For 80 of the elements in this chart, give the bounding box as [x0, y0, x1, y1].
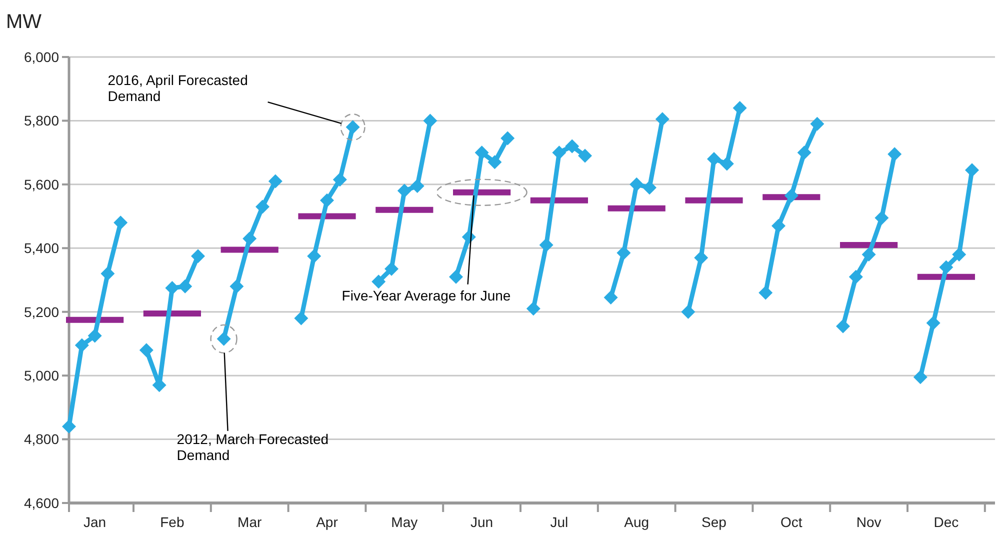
y-tick-label: 5,400 — [24, 240, 60, 256]
point — [565, 139, 580, 154]
y-tick-label: 4,600 — [24, 494, 60, 511]
point — [707, 152, 721, 166]
point — [139, 343, 154, 358]
point — [965, 163, 979, 178]
point — [88, 328, 102, 343]
point — [488, 155, 502, 170]
point — [952, 248, 966, 262]
point — [720, 156, 734, 171]
point — [500, 131, 515, 146]
point — [74, 338, 89, 352]
point — [423, 114, 438, 128]
point — [681, 304, 696, 319]
point — [62, 420, 76, 434]
point — [862, 248, 876, 262]
point — [372, 274, 386, 289]
x-tick-label: Sep — [702, 514, 727, 530]
point — [616, 246, 631, 260]
point — [772, 218, 786, 233]
x-tick-label: Mar — [238, 514, 262, 530]
point — [384, 262, 398, 276]
point — [268, 174, 282, 188]
point — [178, 279, 192, 294]
point — [100, 266, 115, 281]
x-tick-label: Jan — [84, 514, 106, 530]
point — [114, 216, 128, 230]
annotation: 2016, April Forecasted Demand — [108, 72, 248, 104]
point — [642, 180, 656, 195]
point — [539, 238, 554, 252]
x-tick-label: Jul — [550, 514, 568, 530]
point — [449, 270, 463, 284]
y-tick-label: 5,200 — [24, 304, 60, 320]
point — [332, 172, 347, 187]
point — [926, 316, 940, 330]
point — [578, 148, 592, 163]
x-tick-label: May — [391, 514, 418, 530]
point — [294, 311, 308, 326]
point — [939, 260, 954, 274]
point — [758, 286, 773, 300]
x-tick-label: Apr — [316, 514, 338, 530]
y-tick-label: 6,000 — [24, 48, 60, 65]
point — [810, 116, 824, 131]
x-tick-label: Nov — [856, 514, 882, 530]
y-tick-label: 5,000 — [24, 367, 60, 384]
annotation: Five-Year Average for June — [342, 287, 511, 304]
x-tick-label: Dec — [934, 514, 959, 530]
point — [191, 249, 205, 264]
point — [410, 179, 424, 194]
x-tick-label: Aug — [624, 514, 650, 530]
point — [242, 232, 257, 246]
annotation: 2012, March Forecasted Demand — [176, 430, 329, 463]
point — [913, 370, 928, 384]
point — [888, 147, 902, 162]
y-axis-title: MW — [6, 11, 42, 33]
point — [474, 146, 489, 160]
point — [874, 210, 889, 225]
point — [732, 100, 747, 115]
y-tick-label: 5,800 — [24, 112, 60, 129]
point — [655, 112, 670, 126]
point — [307, 249, 322, 264]
x-tick-label: Oct — [780, 514, 802, 530]
point — [397, 184, 412, 198]
point — [630, 177, 644, 192]
point — [848, 270, 863, 284]
point — [526, 302, 540, 316]
point — [320, 193, 334, 208]
x-tick-label: Feb — [160, 514, 184, 530]
point — [230, 279, 244, 294]
point — [797, 146, 812, 160]
point — [256, 200, 270, 214]
point — [784, 188, 798, 203]
point — [552, 146, 566, 160]
point — [604, 290, 618, 305]
x-tick-label: Jun — [470, 514, 494, 530]
point — [165, 280, 180, 295]
point — [694, 250, 708, 265]
point — [836, 319, 850, 334]
y-tick-label: 5,600 — [24, 176, 60, 192]
y-tick-label: 4,800 — [24, 431, 60, 448]
